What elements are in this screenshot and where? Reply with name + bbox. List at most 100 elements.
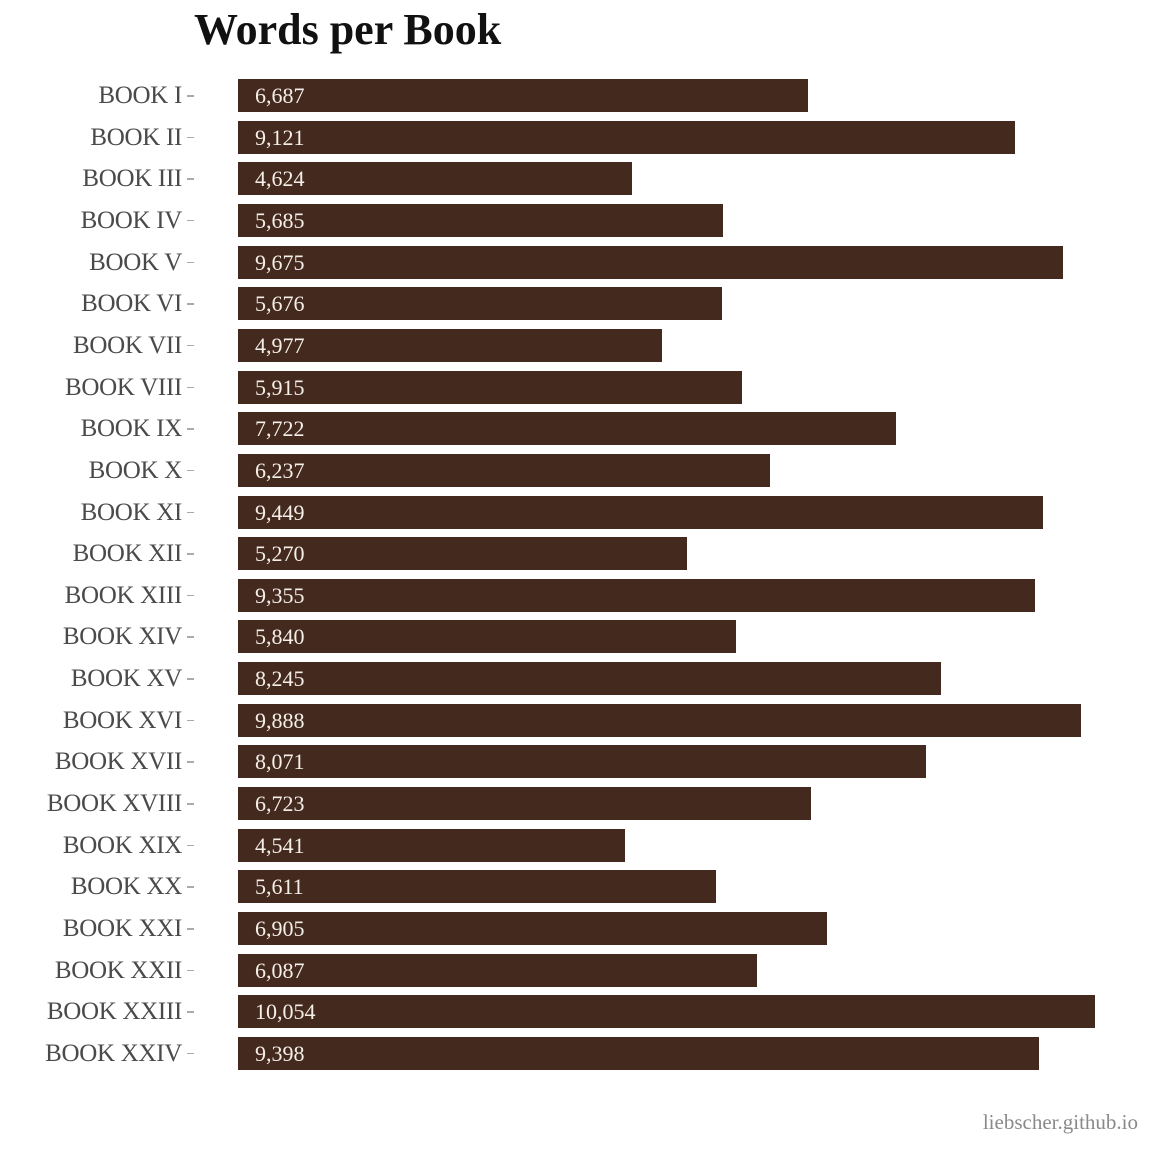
axis-tick xyxy=(187,719,194,722)
bar: 4,541 xyxy=(238,828,626,862)
bar: 9,398 xyxy=(238,1036,1040,1070)
bar-value-label: 7,722 xyxy=(255,416,305,442)
bar-value-label: 6,687 xyxy=(255,83,305,108)
bar: 8,071 xyxy=(238,745,926,779)
category-label: BOOK IV xyxy=(80,206,183,234)
axis-tick xyxy=(187,261,194,264)
axis-tick xyxy=(187,553,194,555)
axis-tick xyxy=(187,303,194,305)
chart-title: Words per Book xyxy=(194,5,502,54)
bar-row: BOOK XVII 8,071 xyxy=(0,745,1152,779)
axis-tick xyxy=(187,844,194,847)
bar: 5,611 xyxy=(238,870,717,904)
bar-row: BOOK X 6,237 xyxy=(0,453,1152,487)
bar: 6,087 xyxy=(238,953,757,987)
bar: 9,355 xyxy=(238,578,1036,612)
category-label: BOOK XVI xyxy=(62,706,182,734)
bar-row: BOOK XII 5,270 xyxy=(0,537,1152,571)
axis-tick xyxy=(187,136,194,139)
category-label: BOOK XIV xyxy=(62,623,182,651)
bar: 6,905 xyxy=(238,912,827,945)
bar-row: BOOK XV 8,245 xyxy=(0,662,1152,696)
bar-value-label: 5,611 xyxy=(255,874,304,900)
category-label: BOOK III xyxy=(82,165,182,193)
category-label: BOOK IX xyxy=(80,415,183,443)
axis-tick xyxy=(187,886,194,888)
category-label: BOOK VII xyxy=(73,331,182,359)
axis-tick xyxy=(187,219,194,222)
bar-value-label: 5,685 xyxy=(255,207,305,233)
axis-tick xyxy=(187,761,194,763)
axis-tick xyxy=(187,178,194,180)
bar: 9,888 xyxy=(238,703,1081,737)
bar-value-label: 9,121 xyxy=(255,124,305,150)
bar-value-label: 8,245 xyxy=(255,666,305,692)
bar: 7,722 xyxy=(238,412,897,446)
bar-row: BOOK XXIII 10,054 xyxy=(0,995,1152,1029)
bar-row: BOOK XXIV 9,398 xyxy=(0,1036,1152,1070)
bar: 5,915 xyxy=(238,370,743,404)
axis-tick xyxy=(187,386,194,389)
category-label: BOOK XIII xyxy=(64,581,183,609)
bar-value-label: 8,071 xyxy=(255,749,305,775)
axis-tick xyxy=(187,803,194,805)
category-label: BOOK XII xyxy=(72,540,183,568)
bar-row: BOOK III 4,624 xyxy=(0,162,1152,196)
bar: 5,685 xyxy=(238,203,723,237)
bar-row: BOOK XIX 4,541 xyxy=(0,828,1152,862)
category-label: BOOK V xyxy=(89,248,182,276)
bar-value-label: 4,541 xyxy=(255,832,305,858)
bar: 5,840 xyxy=(238,620,736,654)
axis-tick xyxy=(187,1052,194,1055)
bar-value-label: 4,624 xyxy=(255,166,305,192)
axis-tick xyxy=(187,594,194,597)
axis-tick xyxy=(187,928,194,930)
bar-row: BOOK XVIII 6,723 xyxy=(0,787,1152,821)
bar: 4,977 xyxy=(238,328,663,362)
bar-value-label: 5,676 xyxy=(255,291,305,317)
axis-tick xyxy=(187,636,194,638)
bar-row: BOOK VI 5,676 xyxy=(0,287,1152,321)
category-label: BOOK XIX xyxy=(62,831,182,859)
bar-row: BOOK XXI 6,905 xyxy=(0,912,1152,945)
bar-row: BOOK XVI 9,888 xyxy=(0,703,1152,737)
category-label: BOOK XV xyxy=(70,665,182,693)
bar-value-label: 6,723 xyxy=(255,791,305,817)
category-label: BOOK XX xyxy=(70,873,182,901)
category-label: BOOK VI xyxy=(81,290,182,318)
bar-value-label: 6,905 xyxy=(255,916,305,941)
bar-row: BOOK II 9,121 xyxy=(0,120,1152,154)
bar: 10,054 xyxy=(238,995,1095,1029)
category-label: BOOK X xyxy=(88,456,183,484)
bar-value-label: 9,355 xyxy=(255,582,305,608)
bar-value-label: 10,054 xyxy=(255,999,316,1025)
bar: 5,676 xyxy=(238,287,722,321)
bar-value-label: 9,675 xyxy=(255,249,305,275)
category-label: BOOK XI xyxy=(80,498,183,526)
bar-row: BOOK IV 5,685 xyxy=(0,203,1152,237)
axis-tick xyxy=(187,969,194,972)
bar: 6,723 xyxy=(238,787,812,821)
category-label: BOOK XXI xyxy=(62,915,182,942)
bar-value-label: 6,237 xyxy=(255,457,305,483)
bar-value-label: 6,087 xyxy=(255,957,305,983)
category-label: BOOK II xyxy=(90,123,182,151)
axis-tick xyxy=(187,678,194,680)
bar-value-label: 5,270 xyxy=(255,541,305,567)
category-label: BOOK XXIV xyxy=(45,1039,182,1067)
category-label: BOOK XVII xyxy=(54,748,182,776)
bar-value-label: 5,840 xyxy=(255,624,305,650)
bar: 8,245 xyxy=(238,662,941,696)
source-credit: liebscher.github.io xyxy=(982,1110,1138,1134)
bar: 6,687 xyxy=(238,79,808,112)
bar-row: BOOK V 9,675 xyxy=(0,245,1152,279)
bar-row: BOOK XI 9,449 xyxy=(0,495,1152,529)
bar: 9,449 xyxy=(238,495,1044,529)
bar-row: BOOK XIII 9,355 xyxy=(0,578,1152,612)
bar: 9,675 xyxy=(238,245,1063,279)
axis-tick xyxy=(187,95,194,97)
bar-value-label: 4,977 xyxy=(255,332,305,358)
bar-row: BOOK IX 7,722 xyxy=(0,412,1152,446)
category-label: BOOK XXIII xyxy=(46,998,182,1026)
bar-row: BOOK VIII 5,915 xyxy=(0,370,1152,404)
